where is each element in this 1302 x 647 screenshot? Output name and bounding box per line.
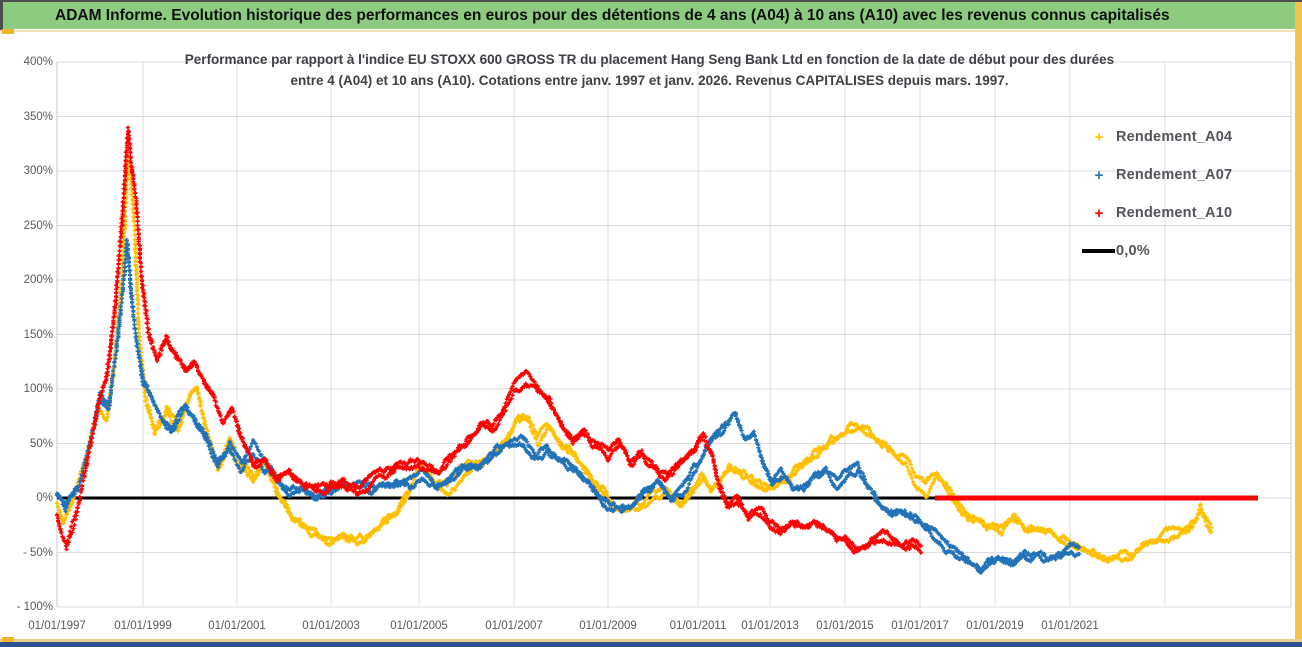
x-axis-label: 01/01/2017 [891,620,949,632]
chart-title: Performance par rapport à l'indice EU ST… [57,49,1242,91]
x-axis-label: 01/01/1999 [114,620,172,632]
x-axis-label: 01/01/2011 [669,620,727,632]
y-axis-label: - 50% [22,546,53,559]
page-title: ADAM Informe. Evolution historique des p… [3,2,1295,29]
window-right-gold-strip [1295,2,1302,642]
legend-label: Rendement_A07 [1116,167,1233,183]
header-underline [0,30,1295,32]
gold-corner-marker-top [2,29,14,34]
x-axis-label: 01/01/2021 [1041,620,1099,632]
legend-item-a10[interactable]: + Rendement_A10 [1082,194,1262,232]
plus-marker-icon: + [1094,166,1104,184]
y-axis-label: 400% [23,56,53,68]
legend-item-zero-line[interactable]: 0,0% [1082,232,1262,270]
x-axis-label: 01/01/2013 [741,620,799,632]
x-axis-label: 01/01/2005 [390,620,448,632]
chart-title-line2: entre 4 (A04) et 10 ans (A10). Cotations… [290,73,1009,88]
x-axis-label: 01/01/2001 [208,620,266,632]
y-axis-label: 200% [23,274,53,286]
plus-marker-icon: + [1094,128,1104,146]
y-axis-label: - 100% [16,601,53,613]
y-axis-label: 100% [23,383,53,395]
series-Rendement_A07 [54,237,1082,575]
legend-label: Rendement_A10 [1116,205,1233,221]
chart-legend: + Rendement_A04 + Rendement_A07 + Rendem… [1082,118,1262,270]
y-axis-label: 50% [29,437,53,450]
x-axis-label: 01/01/2007 [485,620,543,632]
window-bottom-gold-line [0,639,1302,642]
y-axis-label: 150% [23,328,53,341]
y-axis-label: 350% [23,110,53,123]
x-axis-label: 01/01/2015 [816,620,874,632]
zero-line-swatch-icon [1082,249,1115,253]
y-axis-label: 250% [23,219,53,232]
plus-marker-icon: + [1094,204,1104,222]
series-Rendement_A10 [54,125,923,555]
x-axis-label: 01/01/2003 [302,620,360,632]
window-left-edge [0,0,3,31]
legend-label: 0,0% [1116,243,1150,259]
x-axis-label: 01/01/2019 [966,620,1024,632]
y-axis-label: 0% [36,492,53,504]
x-axis-label: 01/01/2009 [579,620,637,632]
window-bottom-blue-bar [0,642,1302,647]
chart-title-line1: Performance par rapport à l'indice EU ST… [184,52,1115,67]
gold-corner-marker-bottom [2,637,14,642]
legend-item-a04[interactable]: + Rendement_A04 [1082,118,1262,156]
window-top-edge [0,0,1302,2]
x-axis-label: 01/01/1997 [28,620,86,632]
y-axis-label: 300% [23,165,53,177]
legend-label: Rendement_A04 [1116,129,1233,145]
legend-item-a07[interactable]: + Rendement_A07 [1082,156,1262,194]
